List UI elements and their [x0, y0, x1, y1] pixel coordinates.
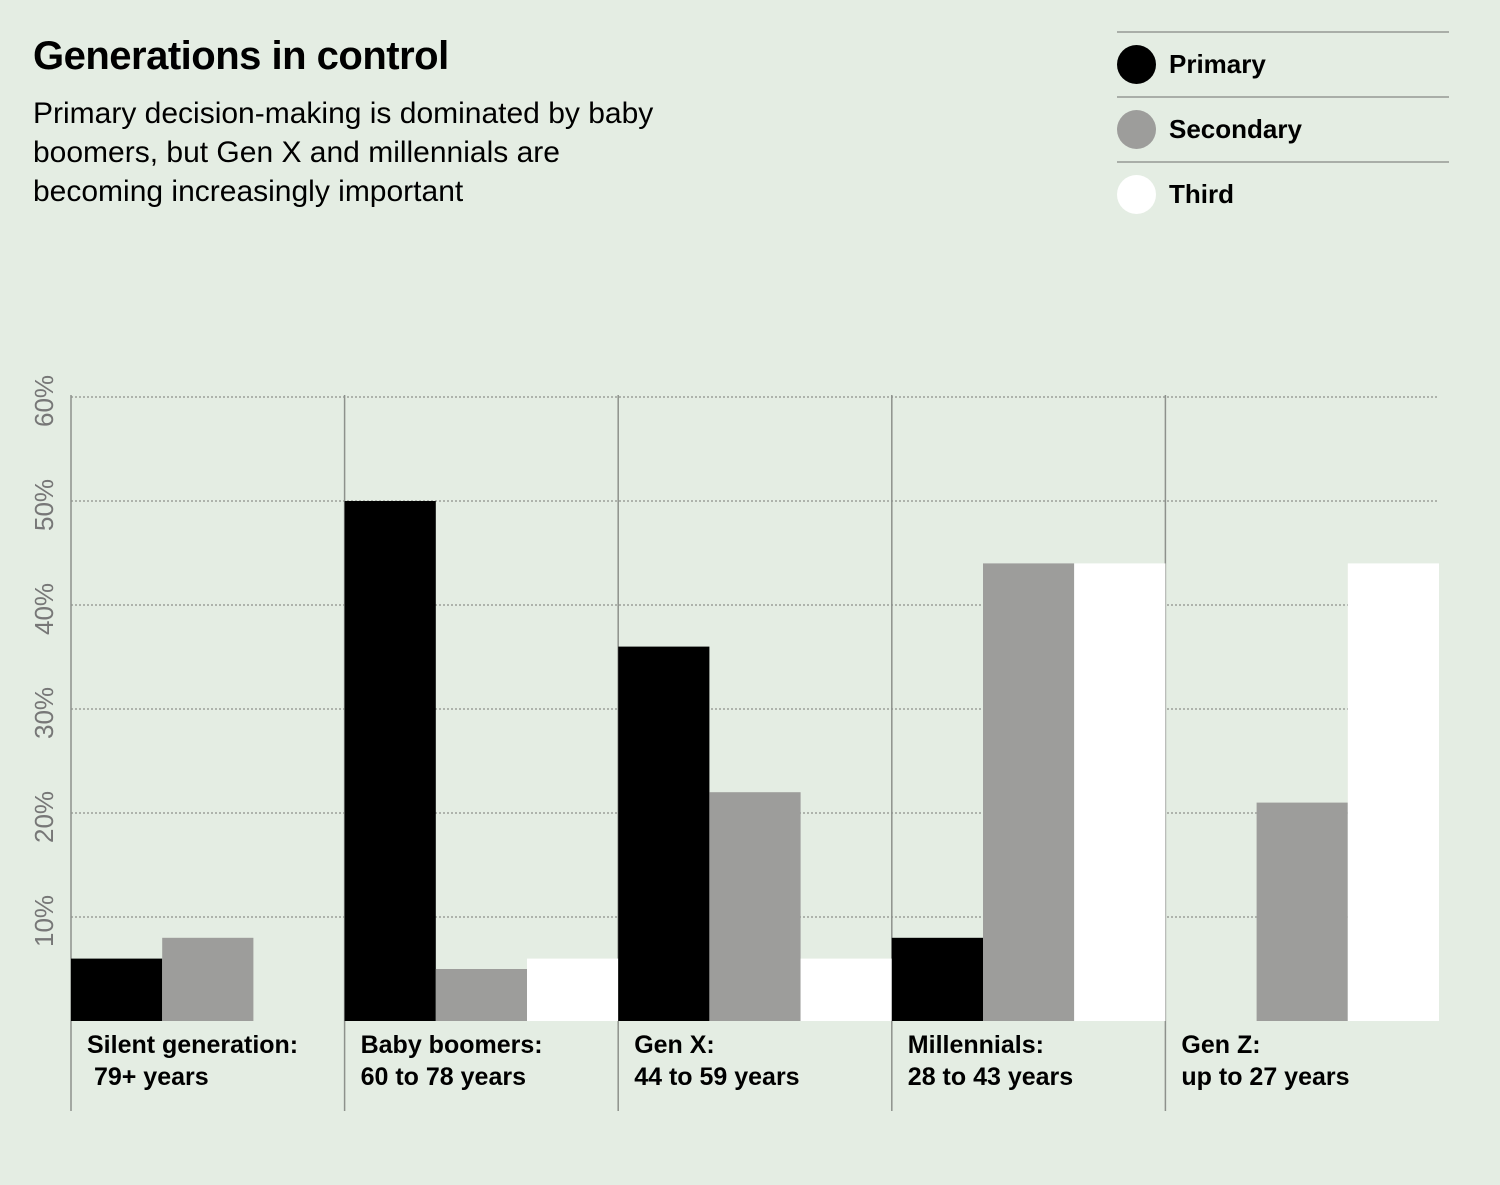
category-label-line1: Millennials: [908, 1031, 1044, 1059]
bar-primary [618, 646, 710, 1021]
bar-secondary [1256, 802, 1348, 1021]
category-label-line2: 28 to 43 years [908, 1063, 1073, 1091]
legend-swatch-primary [1117, 45, 1156, 84]
bar-third [800, 958, 892, 1021]
category-label-line2: 79+ years [87, 1063, 209, 1091]
bar-primary [891, 937, 983, 1021]
legend-item-third: Third [1117, 163, 1449, 226]
bar-secondary [983, 563, 1075, 1021]
bar-secondary [435, 969, 527, 1021]
category-label-line1: Gen Z: [1181, 1031, 1260, 1059]
legend: Primary Secondary Third [1117, 31, 1449, 226]
bar-third [1074, 563, 1166, 1021]
category-label-line1: Baby boomers: [361, 1031, 543, 1059]
y-tick-label: 20% [29, 791, 59, 843]
bar-secondary [162, 937, 254, 1021]
bar-secondary [709, 792, 801, 1021]
category-label-line2: 60 to 78 years [361, 1063, 526, 1091]
chart-subtitle: Primary decision-making is dominated by … [33, 97, 654, 208]
bar-primary [71, 958, 163, 1021]
category-label-line2: up to 27 years [1181, 1063, 1349, 1091]
bar-third [1347, 563, 1439, 1021]
category-label-line1: Gen X: [634, 1031, 715, 1059]
y-tick-label: 10% [29, 895, 59, 947]
legend-item-primary: Primary [1117, 33, 1449, 98]
y-tick-label: 30% [29, 687, 59, 739]
y-tick-label: 50% [29, 479, 59, 531]
bar-primary [344, 501, 436, 1021]
legend-label-third: Third [1169, 179, 1234, 209]
legend-swatch-third [1117, 175, 1156, 214]
legend-label-primary: Primary [1169, 49, 1266, 79]
category-label-line2: 44 to 59 years [634, 1063, 799, 1091]
chart-title: Generations in control [33, 34, 449, 78]
y-tick-label: 60% [29, 375, 59, 427]
legend-item-secondary: Secondary [1117, 98, 1449, 163]
category-label-line1: Silent generation: [87, 1031, 298, 1059]
legend-label-secondary: Secondary [1169, 114, 1302, 144]
legend-swatch-secondary [1117, 110, 1156, 149]
bar-third [527, 958, 619, 1021]
y-tick-label: 40% [29, 583, 59, 635]
